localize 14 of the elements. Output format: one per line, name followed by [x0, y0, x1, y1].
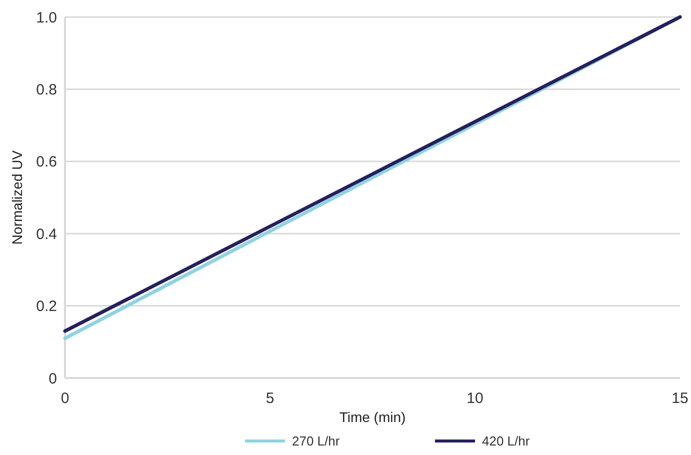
- y-tick-label: 0.6: [36, 154, 57, 171]
- y-axis-title: Normalized UV: [9, 150, 25, 245]
- x-axis-title: Time (min): [339, 409, 406, 425]
- x-tick-label: 5: [266, 390, 274, 407]
- y-tick-label: 0.8: [36, 81, 57, 98]
- y-tick-label: 0: [48, 370, 57, 388]
- y-tick-label: 0.4: [36, 226, 57, 243]
- legend-label: 420 L/hr: [482, 434, 530, 449]
- x-tick-label: 0: [60, 390, 70, 407]
- y-tick-label: 0.2: [36, 298, 57, 316]
- legend-label: 270 L/hr: [292, 434, 340, 449]
- x-tick-label: 10: [466, 390, 484, 407]
- x-tick-label: 15: [672, 390, 688, 407]
- y-tick-label: 1.0: [36, 9, 57, 26]
